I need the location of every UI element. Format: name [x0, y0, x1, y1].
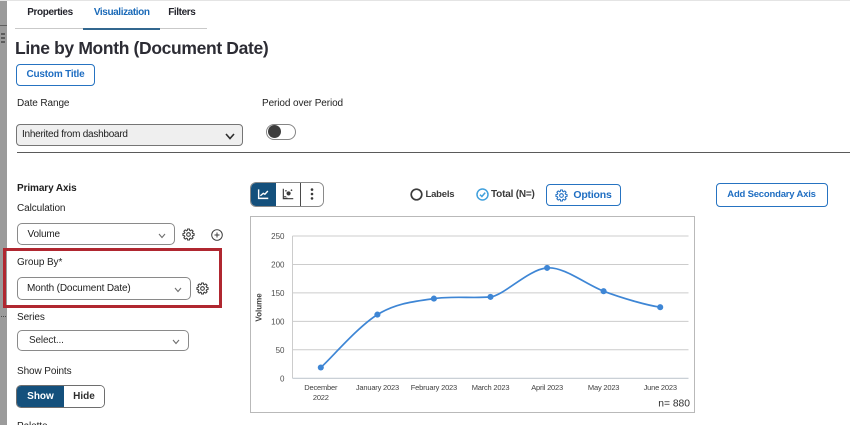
- svg-text:n= 880: n= 880: [658, 399, 690, 410]
- svg-text:December: December: [304, 383, 338, 392]
- svg-text:150: 150: [271, 289, 285, 298]
- svg-text:March 2023: March 2023: [471, 383, 509, 392]
- svg-text:May 2023: May 2023: [587, 383, 618, 392]
- svg-text:2022: 2022: [312, 393, 328, 402]
- svg-text:0: 0: [280, 374, 285, 383]
- svg-text:50: 50: [275, 346, 284, 355]
- svg-text:Volume: Volume: [254, 293, 263, 322]
- svg-text:January 2023: January 2023: [355, 383, 398, 392]
- svg-text:June 2023: June 2023: [643, 383, 676, 392]
- svg-text:April 2023: April 2023: [531, 383, 563, 392]
- svg-text:100: 100: [271, 317, 285, 326]
- svg-text:250: 250: [271, 232, 285, 241]
- svg-text:200: 200: [271, 261, 285, 270]
- svg-text:February 2023: February 2023: [410, 383, 456, 392]
